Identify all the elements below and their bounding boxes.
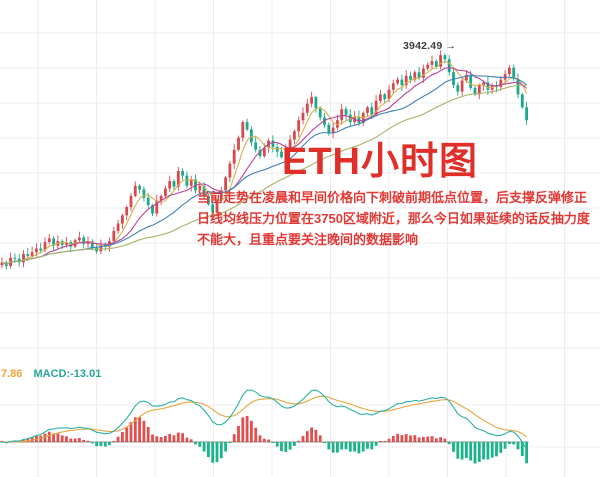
chart-title: ETH小时图: [282, 141, 479, 183]
peak-price-label: 3942.49 →: [403, 40, 456, 52]
macd-value-label: MACD:-13.01: [33, 368, 102, 380]
analysis-note-line: 当前走势在凌晨和早间价格向下刺破前期低点位置，后支撑反弹修正: [197, 190, 588, 205]
analysis-note-line: 不能大，且重点要关注晚间的数据影响: [197, 232, 419, 247]
analysis-note: 当前走势在凌晨和早间价格向下刺破前期低点位置，后支撑反弹修正 日线均线压力位置在…: [197, 187, 590, 250]
analysis-note-line: 日线均线压力位置在3750区域附近，那么今日如果延续的话反抽力度: [197, 211, 590, 226]
right-arrow-icon: →: [445, 40, 457, 52]
macd-indicator-values: 7.86 MACD:-13.01: [1, 368, 109, 380]
dif-value-label: 7.86: [1, 368, 23, 380]
peak-price-value: 3942.49: [403, 40, 443, 52]
